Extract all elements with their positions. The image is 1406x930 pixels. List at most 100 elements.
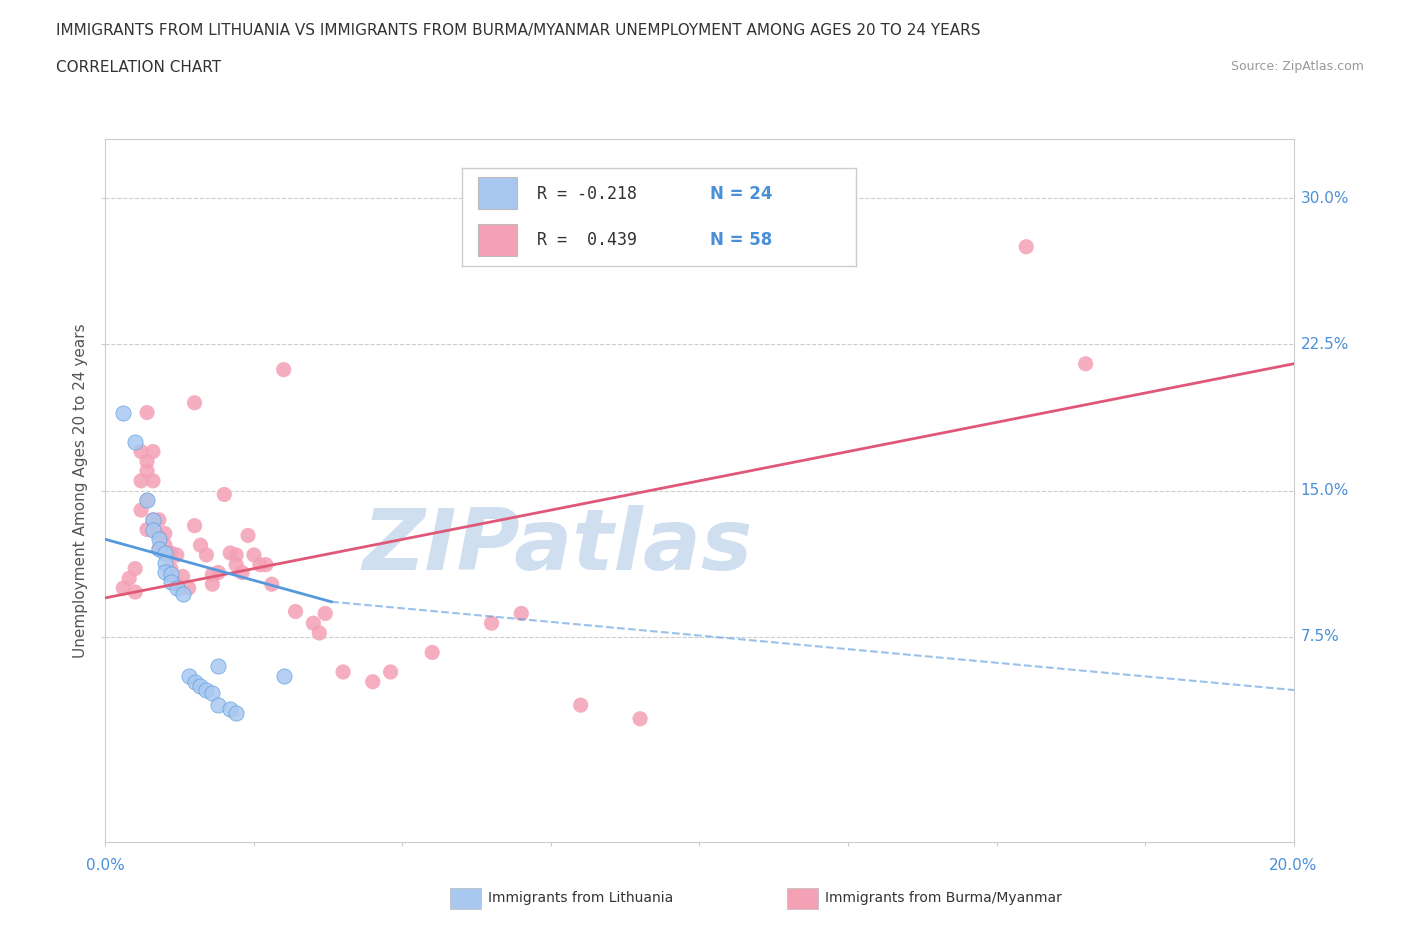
Point — [129, 445, 152, 459]
Point — [142, 512, 165, 527]
Point — [124, 434, 146, 449]
Point — [225, 706, 247, 721]
Point — [219, 701, 242, 716]
Point — [159, 567, 181, 582]
Point — [136, 522, 159, 537]
Point — [124, 561, 146, 576]
Point — [302, 616, 325, 631]
Text: 15.0%: 15.0% — [1301, 483, 1348, 498]
Point — [177, 669, 200, 684]
Point — [207, 658, 229, 673]
Point — [249, 557, 271, 572]
Text: N = 24: N = 24 — [710, 185, 772, 203]
Point — [254, 557, 277, 572]
Text: IMMIGRANTS FROM LITHUANIA VS IMMIGRANTS FROM BURMA/MYANMAR UNEMPLOYMENT AMONG AG: IMMIGRANTS FROM LITHUANIA VS IMMIGRANTS … — [56, 23, 981, 38]
Point — [183, 395, 205, 410]
Point — [166, 577, 188, 591]
Point — [201, 686, 224, 701]
Y-axis label: Unemployment Among Ages 20 to 24 years: Unemployment Among Ages 20 to 24 years — [73, 324, 89, 658]
Point — [201, 577, 224, 591]
Point — [219, 546, 242, 561]
Point — [159, 561, 181, 576]
Point — [166, 580, 188, 595]
Point — [243, 548, 266, 563]
Point — [284, 604, 307, 619]
FancyBboxPatch shape — [478, 177, 517, 209]
Point — [195, 548, 218, 563]
Point — [273, 669, 295, 684]
Point — [1015, 239, 1038, 254]
Point — [136, 464, 159, 479]
Point — [332, 665, 354, 680]
Point — [142, 473, 165, 488]
Point — [183, 518, 205, 533]
Point — [153, 565, 176, 580]
Text: 30.0%: 30.0% — [1301, 191, 1348, 206]
Text: 20.0%: 20.0% — [1270, 858, 1317, 873]
Point — [314, 606, 336, 621]
Point — [153, 555, 176, 570]
Point — [112, 405, 135, 420]
Point — [148, 512, 170, 527]
Text: 7.5%: 7.5% — [1301, 630, 1340, 644]
Point — [225, 557, 247, 572]
Text: 0.0%: 0.0% — [86, 858, 125, 873]
Text: CORRELATION CHART: CORRELATION CHART — [56, 60, 221, 75]
Point — [118, 571, 141, 586]
Text: R = -0.218: R = -0.218 — [537, 185, 637, 203]
Point — [183, 674, 205, 689]
FancyBboxPatch shape — [478, 224, 517, 256]
Point — [1074, 356, 1097, 371]
Point — [260, 577, 283, 591]
Text: R =  0.439: R = 0.439 — [537, 231, 637, 248]
Point — [308, 626, 330, 641]
Point — [177, 580, 200, 595]
Point — [142, 512, 165, 527]
Point — [136, 493, 159, 508]
Point — [136, 493, 159, 508]
Point — [273, 362, 295, 377]
Text: 22.5%: 22.5% — [1301, 337, 1348, 352]
Point — [207, 565, 229, 580]
Point — [112, 580, 135, 595]
Point — [231, 565, 253, 580]
Point — [153, 546, 176, 561]
Point — [153, 538, 176, 552]
Point — [380, 665, 402, 680]
Point — [166, 548, 188, 563]
Point — [201, 567, 224, 582]
Point — [195, 682, 218, 697]
Point — [142, 522, 165, 537]
Point — [190, 678, 212, 693]
Point — [129, 473, 152, 488]
Point — [136, 454, 159, 469]
Point — [236, 528, 259, 543]
Point — [148, 541, 170, 556]
Text: Source: ZipAtlas.com: Source: ZipAtlas.com — [1230, 60, 1364, 73]
Point — [481, 616, 503, 631]
Text: Immigrants from Burma/Myanmar: Immigrants from Burma/Myanmar — [825, 891, 1062, 906]
Point — [510, 606, 533, 621]
Point — [628, 711, 651, 726]
Text: N = 58: N = 58 — [710, 231, 772, 248]
Point — [420, 645, 443, 660]
Point — [148, 541, 170, 556]
Point — [153, 526, 176, 541]
Point — [124, 585, 146, 600]
Point — [159, 546, 181, 561]
Point — [129, 502, 152, 517]
Point — [172, 587, 194, 602]
Point — [569, 698, 592, 712]
Point — [214, 487, 236, 502]
Point — [148, 528, 170, 543]
Point — [225, 548, 247, 563]
Point — [136, 405, 159, 420]
Text: ZIPatlas: ZIPatlas — [361, 505, 752, 589]
Point — [207, 698, 229, 712]
Point — [172, 569, 194, 584]
Point — [190, 538, 212, 552]
Point — [361, 674, 384, 689]
Point — [142, 445, 165, 459]
Point — [159, 575, 181, 590]
Point — [148, 532, 170, 547]
